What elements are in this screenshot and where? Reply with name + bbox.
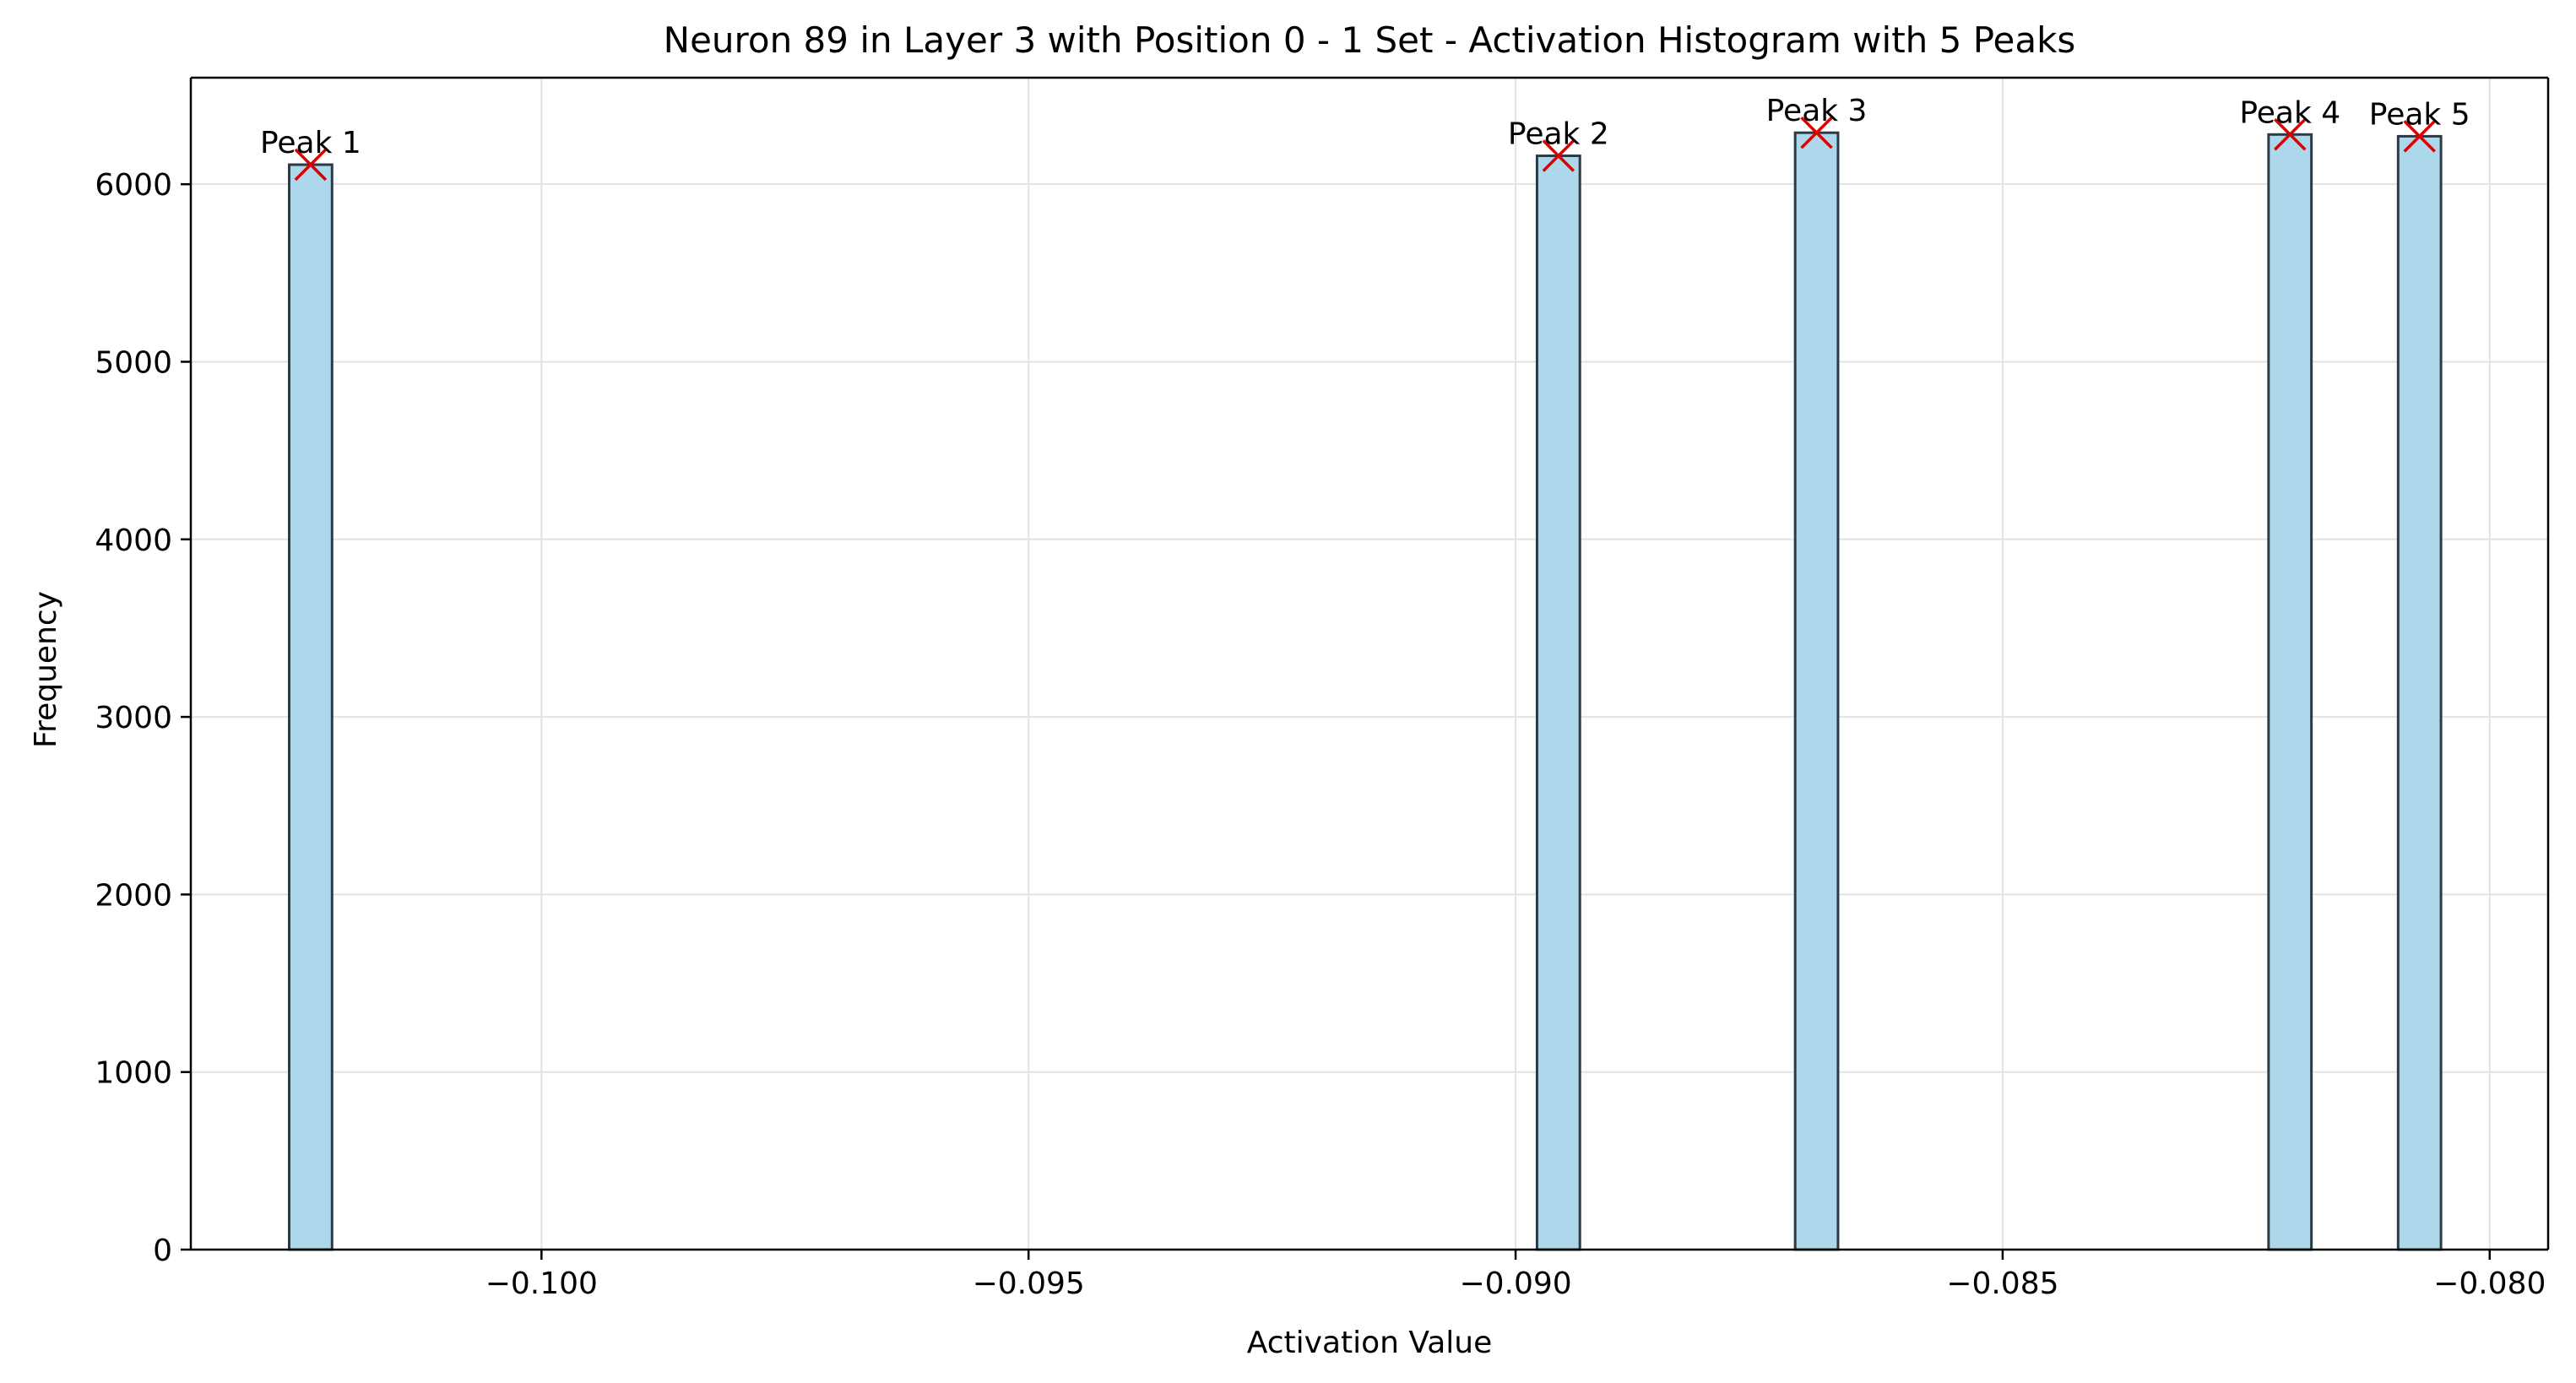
y-tick-label: 2000 <box>95 878 172 913</box>
peak-x-stroke <box>1800 116 1833 149</box>
y-tick-label: 4000 <box>95 523 172 558</box>
peak-marker <box>294 148 328 182</box>
peak-markers: Peak 1 Peak 2 Peak 3 Peak 4 Peak 5 <box>260 94 2470 182</box>
peak-marker <box>2403 120 2436 153</box>
peak-marker <box>1800 116 1833 149</box>
histogram-bar <box>2267 133 2313 1251</box>
y-axis-label: Frequency <box>29 591 63 748</box>
peak-x-stroke <box>2403 120 2436 153</box>
peak-label: Peak 5 <box>2369 97 2470 132</box>
peak-x-stroke <box>1542 139 1575 172</box>
x-tick-label: −0.085 <box>1946 1266 2058 1301</box>
peak-label: Peak 1 <box>260 126 361 160</box>
histogram-bars <box>288 131 2443 1251</box>
peak-marker <box>2274 118 2307 151</box>
x-tick-label: −0.090 <box>1459 1266 1571 1301</box>
axes: −0.100 −0.095 −0.090 −0.085 −0.080 0 1000 2000 3… <box>95 76 2550 1301</box>
histogram-bar <box>1793 131 1840 1251</box>
histogram-bar <box>2396 134 2443 1251</box>
y-tick-label: 1000 <box>95 1056 172 1091</box>
peak-label: Peak 2 <box>1508 117 1609 152</box>
y-tick-label: 6000 <box>95 168 172 203</box>
peak-x-stroke <box>294 148 328 182</box>
histogram-bar <box>288 163 334 1251</box>
peak-marker <box>1542 139 1575 172</box>
histogram-bar <box>1535 155 1581 1251</box>
x-tick-label: −0.080 <box>2433 1266 2546 1301</box>
peak-label: Peak 3 <box>1766 94 1868 128</box>
y-tick-label: 0 <box>153 1234 172 1268</box>
x-axis-label: Activation Value <box>1247 1326 1493 1360</box>
x-tick-label: −0.100 <box>485 1266 598 1301</box>
chart-title: Neuron 89 in Layer 3 with Position 0 - 1… <box>664 19 2076 61</box>
peak-x-stroke <box>2274 118 2307 151</box>
y-tick-label: 3000 <box>95 701 172 735</box>
y-tick-label: 5000 <box>95 345 172 380</box>
peak-label: Peak 4 <box>2239 95 2340 130</box>
x-tick-label: −0.095 <box>973 1266 1085 1301</box>
